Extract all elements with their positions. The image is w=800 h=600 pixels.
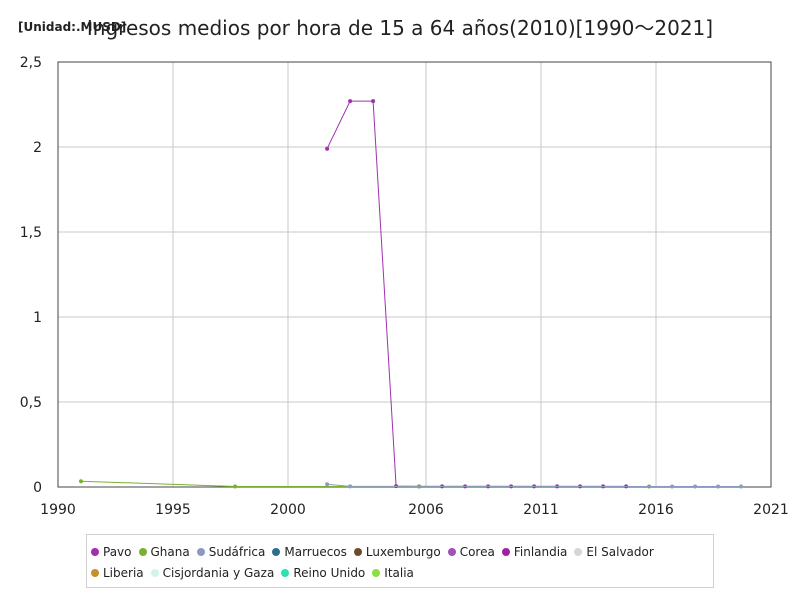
legend-item[interactable]: Cisjordania y Gaza (150, 562, 275, 583)
legend-swatch (281, 568, 290, 577)
grid-lines (57, 61, 772, 488)
legend-swatch (196, 547, 205, 556)
data-point-sud-frica (348, 484, 353, 489)
x-tick-label: 2011 (523, 502, 559, 518)
legend-item[interactable]: Corea (447, 541, 495, 562)
data-point-pavo (348, 99, 353, 104)
series-pavo (325, 99, 629, 489)
legend-swatch (447, 547, 456, 556)
legend-label: Reino Unido (293, 565, 366, 580)
x-tick-label: 2021 (753, 502, 789, 518)
y-axis-ticks: 0 0,5 1 1,5 2 2,5 (20, 55, 42, 496)
y-tick-label: 0 (33, 480, 42, 496)
x-tick-label: 1995 (155, 502, 191, 518)
data-point-ghana (79, 479, 83, 484)
data-point-ghana (233, 484, 238, 489)
legend-swatch (91, 568, 99, 577)
x-tick-label: 2016 (638, 502, 674, 518)
legend-swatch (574, 547, 583, 556)
plot-frame (57, 61, 772, 488)
data-point-sud-frica (325, 482, 330, 487)
legend-item[interactable]: El Salvador (574, 541, 654, 562)
series-line-pavo (326, 100, 627, 487)
legend-label: Sudáfrica (208, 544, 266, 559)
legend-item[interactable]: Pavo (91, 541, 132, 562)
x-tick-label: 2000 (270, 502, 306, 518)
legend-label: Marruecos (284, 544, 347, 559)
legend-swatch (150, 568, 159, 577)
legend-item[interactable]: Finlandia (501, 541, 568, 562)
legend-label: Pavo (103, 544, 132, 559)
legend-swatch (91, 547, 99, 556)
y-tick-label: 0,5 (20, 395, 42, 411)
x-tick-label: 1990 (40, 502, 76, 518)
series-lines (79, 99, 744, 489)
legend-item[interactable]: Ghana (138, 541, 190, 562)
series-line-ghana (80, 480, 650, 487)
x-axis-ticks: 1990 1995 2000 2006 2011 2016 2021 (40, 502, 789, 518)
legend-item[interactable]: Luxemburgo (353, 541, 441, 562)
legend-label: Ghana (150, 544, 190, 559)
data-point-pavo (325, 146, 330, 151)
legend-label: Luxemburgo (365, 544, 441, 559)
legend-label: Finlandia (513, 544, 568, 559)
legend-swatch (353, 547, 362, 556)
x-tick-label: 2006 (408, 502, 444, 518)
y-tick-label: 1 (33, 310, 42, 326)
legend-swatch (138, 547, 147, 556)
data-point-sud-frica (693, 484, 698, 489)
legend-item[interactable]: Italia (372, 562, 414, 583)
legend-swatch (272, 547, 281, 556)
y-tick-label: 1,5 (20, 225, 42, 241)
unit-label: [Unidad:.MUSD] (18, 20, 127, 34)
data-point-pavo (371, 99, 376, 104)
legend-swatch (372, 568, 381, 577)
legend-swatch (501, 547, 510, 556)
series-sud-frica (325, 482, 744, 489)
y-tick-label: 2 (33, 140, 42, 156)
data-point-sud-frica (716, 484, 721, 489)
legend-label: Corea (459, 544, 495, 559)
legend-label: Liberia (103, 565, 144, 580)
legend: Pavo Ghana Sudáfrica Marruecos Luxemburgo Cor… (86, 534, 714, 588)
data-point-sud-frica (670, 484, 675, 489)
y-tick-label: 2,5 (20, 55, 42, 71)
data-point-sud-frica (739, 484, 744, 489)
legend-label: Italia (384, 565, 414, 580)
legend-item[interactable]: Marruecos (272, 541, 347, 562)
legend-item[interactable]: Liberia (91, 562, 144, 583)
legend-item[interactable]: Reino Unido (281, 562, 365, 583)
series-line-sud-frica (327, 483, 742, 487)
legend-item[interactable]: Sudáfrica (196, 541, 266, 562)
legend-label: El Salvador (586, 544, 654, 559)
chart-title: Ingresos medios por hora de 15 a 64 años… (86, 16, 714, 40)
legend-label: Cisjordania y Gaza (162, 565, 275, 580)
